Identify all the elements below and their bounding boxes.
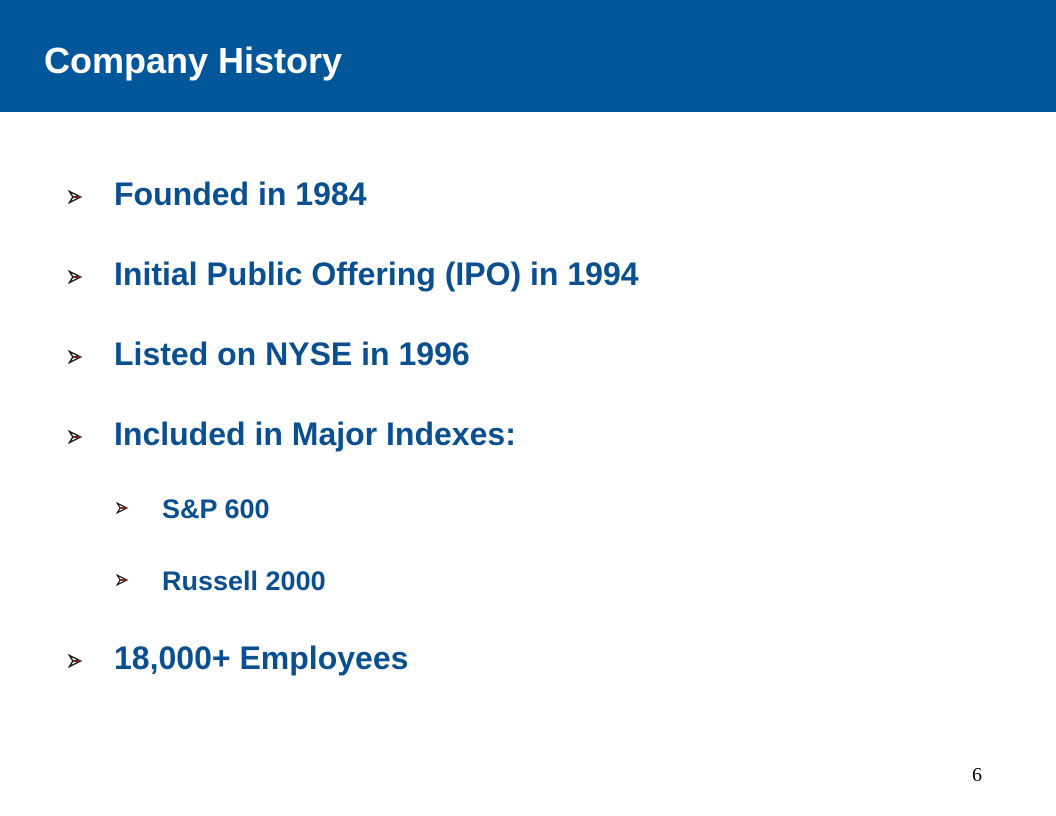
bullet-text: Included in Major Indexes: [114,416,516,452]
bullet-arrow [68,430,82,444]
sub-bullet-text: Russell 2000 [162,566,326,596]
bullet-arrow [68,350,82,364]
bullet-arrow [116,502,128,514]
bullet-arrow [68,270,82,284]
bullet-text: 18,000+ Employees [114,640,409,676]
sub-bullet-text: S&P 600 [162,494,270,524]
bullet-arrow [68,190,82,204]
bullet-text: Founded in 1984 [114,176,367,212]
page-number: 6 [972,764,982,786]
slide-title: Company History [44,40,343,81]
bullet-arrow [116,574,128,586]
bullet-text: Listed on NYSE in 1996 [114,336,470,372]
bullet-arrow [68,654,82,668]
header-bar [0,0,1056,112]
bullet-text: Initial Public Offering (IPO) in 1994 [114,256,639,292]
